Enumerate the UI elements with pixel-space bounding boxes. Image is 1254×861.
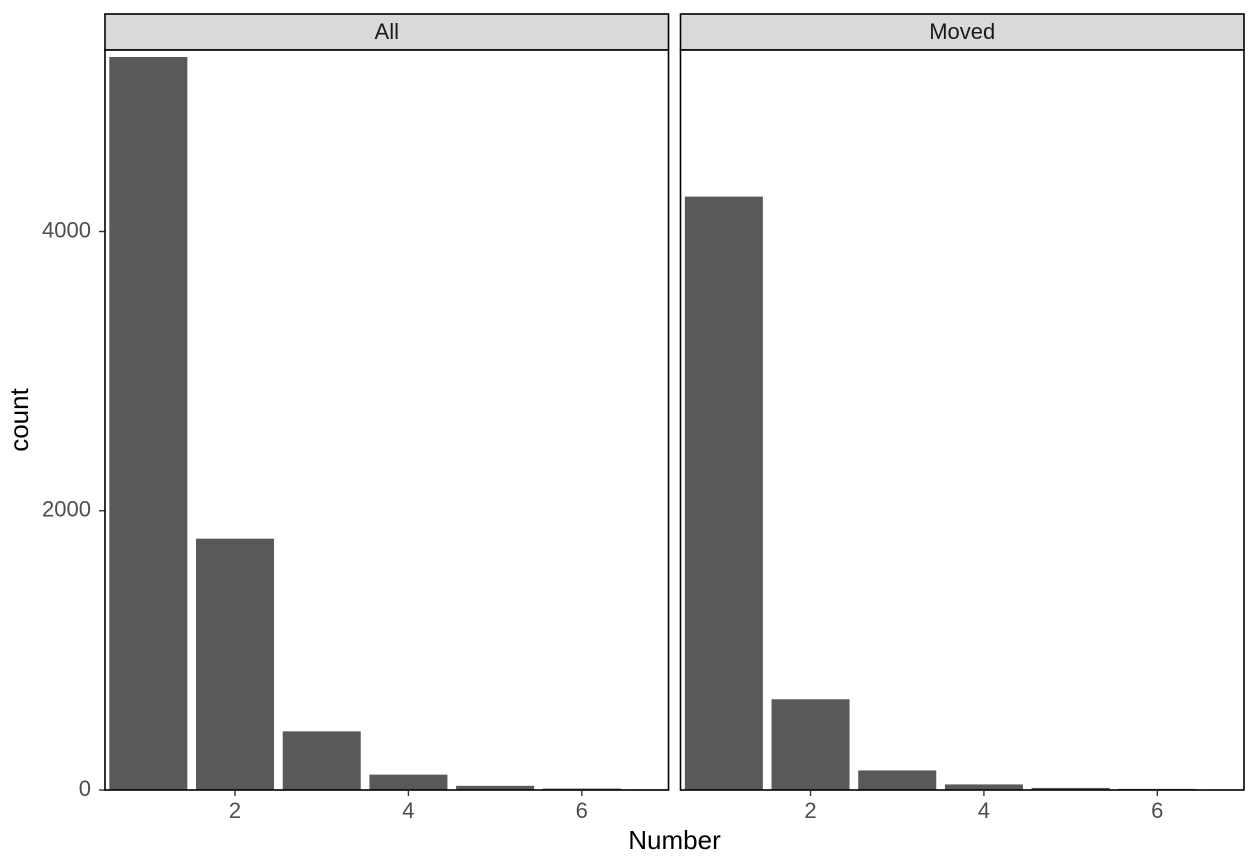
x-tick-label: 4 [402, 798, 414, 823]
bar [283, 731, 361, 790]
panel-bg [105, 50, 669, 790]
bar [945, 784, 1023, 790]
facet-title: All [375, 19, 399, 44]
chart-svg: 0 2000 4000 count Number All 2 4 6 Moved 2 4 6 [0, 0, 1254, 861]
bar [196, 539, 274, 790]
bar [369, 775, 447, 790]
x-tick-label: 2 [229, 798, 241, 823]
bar [772, 699, 850, 790]
y-axis-title: count [4, 387, 34, 451]
facet-title: Moved [929, 19, 995, 44]
x-tick-label: 4 [978, 798, 990, 823]
panel-bg [681, 50, 1245, 790]
x-axis-title: Number [628, 825, 721, 855]
bar [858, 770, 936, 790]
y-tick-label: 0 [79, 776, 91, 801]
faceted-bar-chart: 0 2000 4000 count Number All 2 4 6 Moved 2 4 6 [0, 0, 1254, 861]
x-tick-label: 6 [576, 798, 588, 823]
bar [109, 57, 187, 790]
y-tick-label: 4000 [42, 217, 91, 242]
bar [685, 197, 763, 790]
x-tick-label: 6 [1151, 798, 1163, 823]
x-tick-label: 2 [804, 798, 816, 823]
y-tick-label: 2000 [42, 497, 91, 522]
